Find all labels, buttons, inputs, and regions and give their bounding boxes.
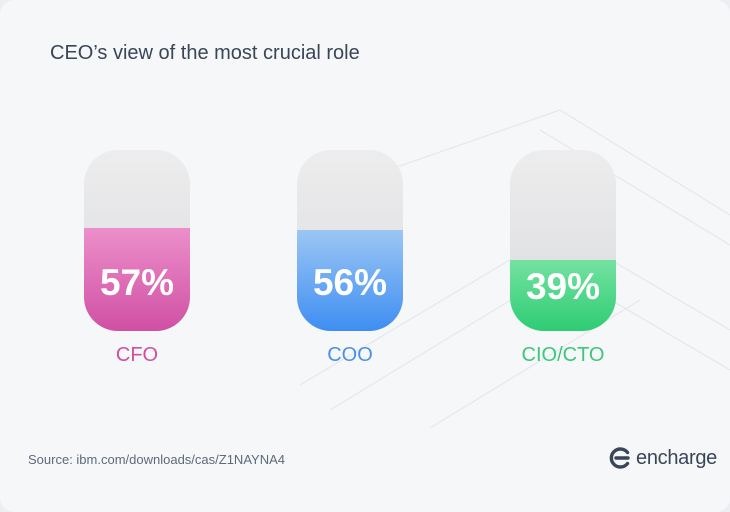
chart-title: CEO’s view of the most crucial role	[50, 42, 360, 64]
category-label-cio-cto: CIO/CTO	[521, 344, 605, 366]
category-label-cfo: CFO	[115, 344, 159, 366]
bar-fill-coo	[297, 230, 403, 331]
encharge-logo: encharge	[608, 444, 717, 472]
source-citation: Source: ibm.com/downloads/cas/Z1NAYNA4	[28, 452, 285, 467]
value-label-coo: 56%	[312, 262, 388, 303]
logo-text: encharge	[636, 446, 717, 469]
bar-track-coo: 56%	[297, 150, 403, 331]
bar-fill-cio-cto	[510, 260, 616, 331]
bar-fill-cfo	[84, 228, 190, 331]
category-label-coo: COO	[327, 344, 373, 366]
bar-track-cfo: 57%	[84, 150, 190, 331]
encharge-logo-icon	[609, 447, 630, 469]
value-label-cio-cto: 39%	[525, 266, 601, 307]
value-label-cfo: 57%	[99, 262, 175, 303]
bar-track-cio-cto: 39%	[510, 150, 616, 331]
